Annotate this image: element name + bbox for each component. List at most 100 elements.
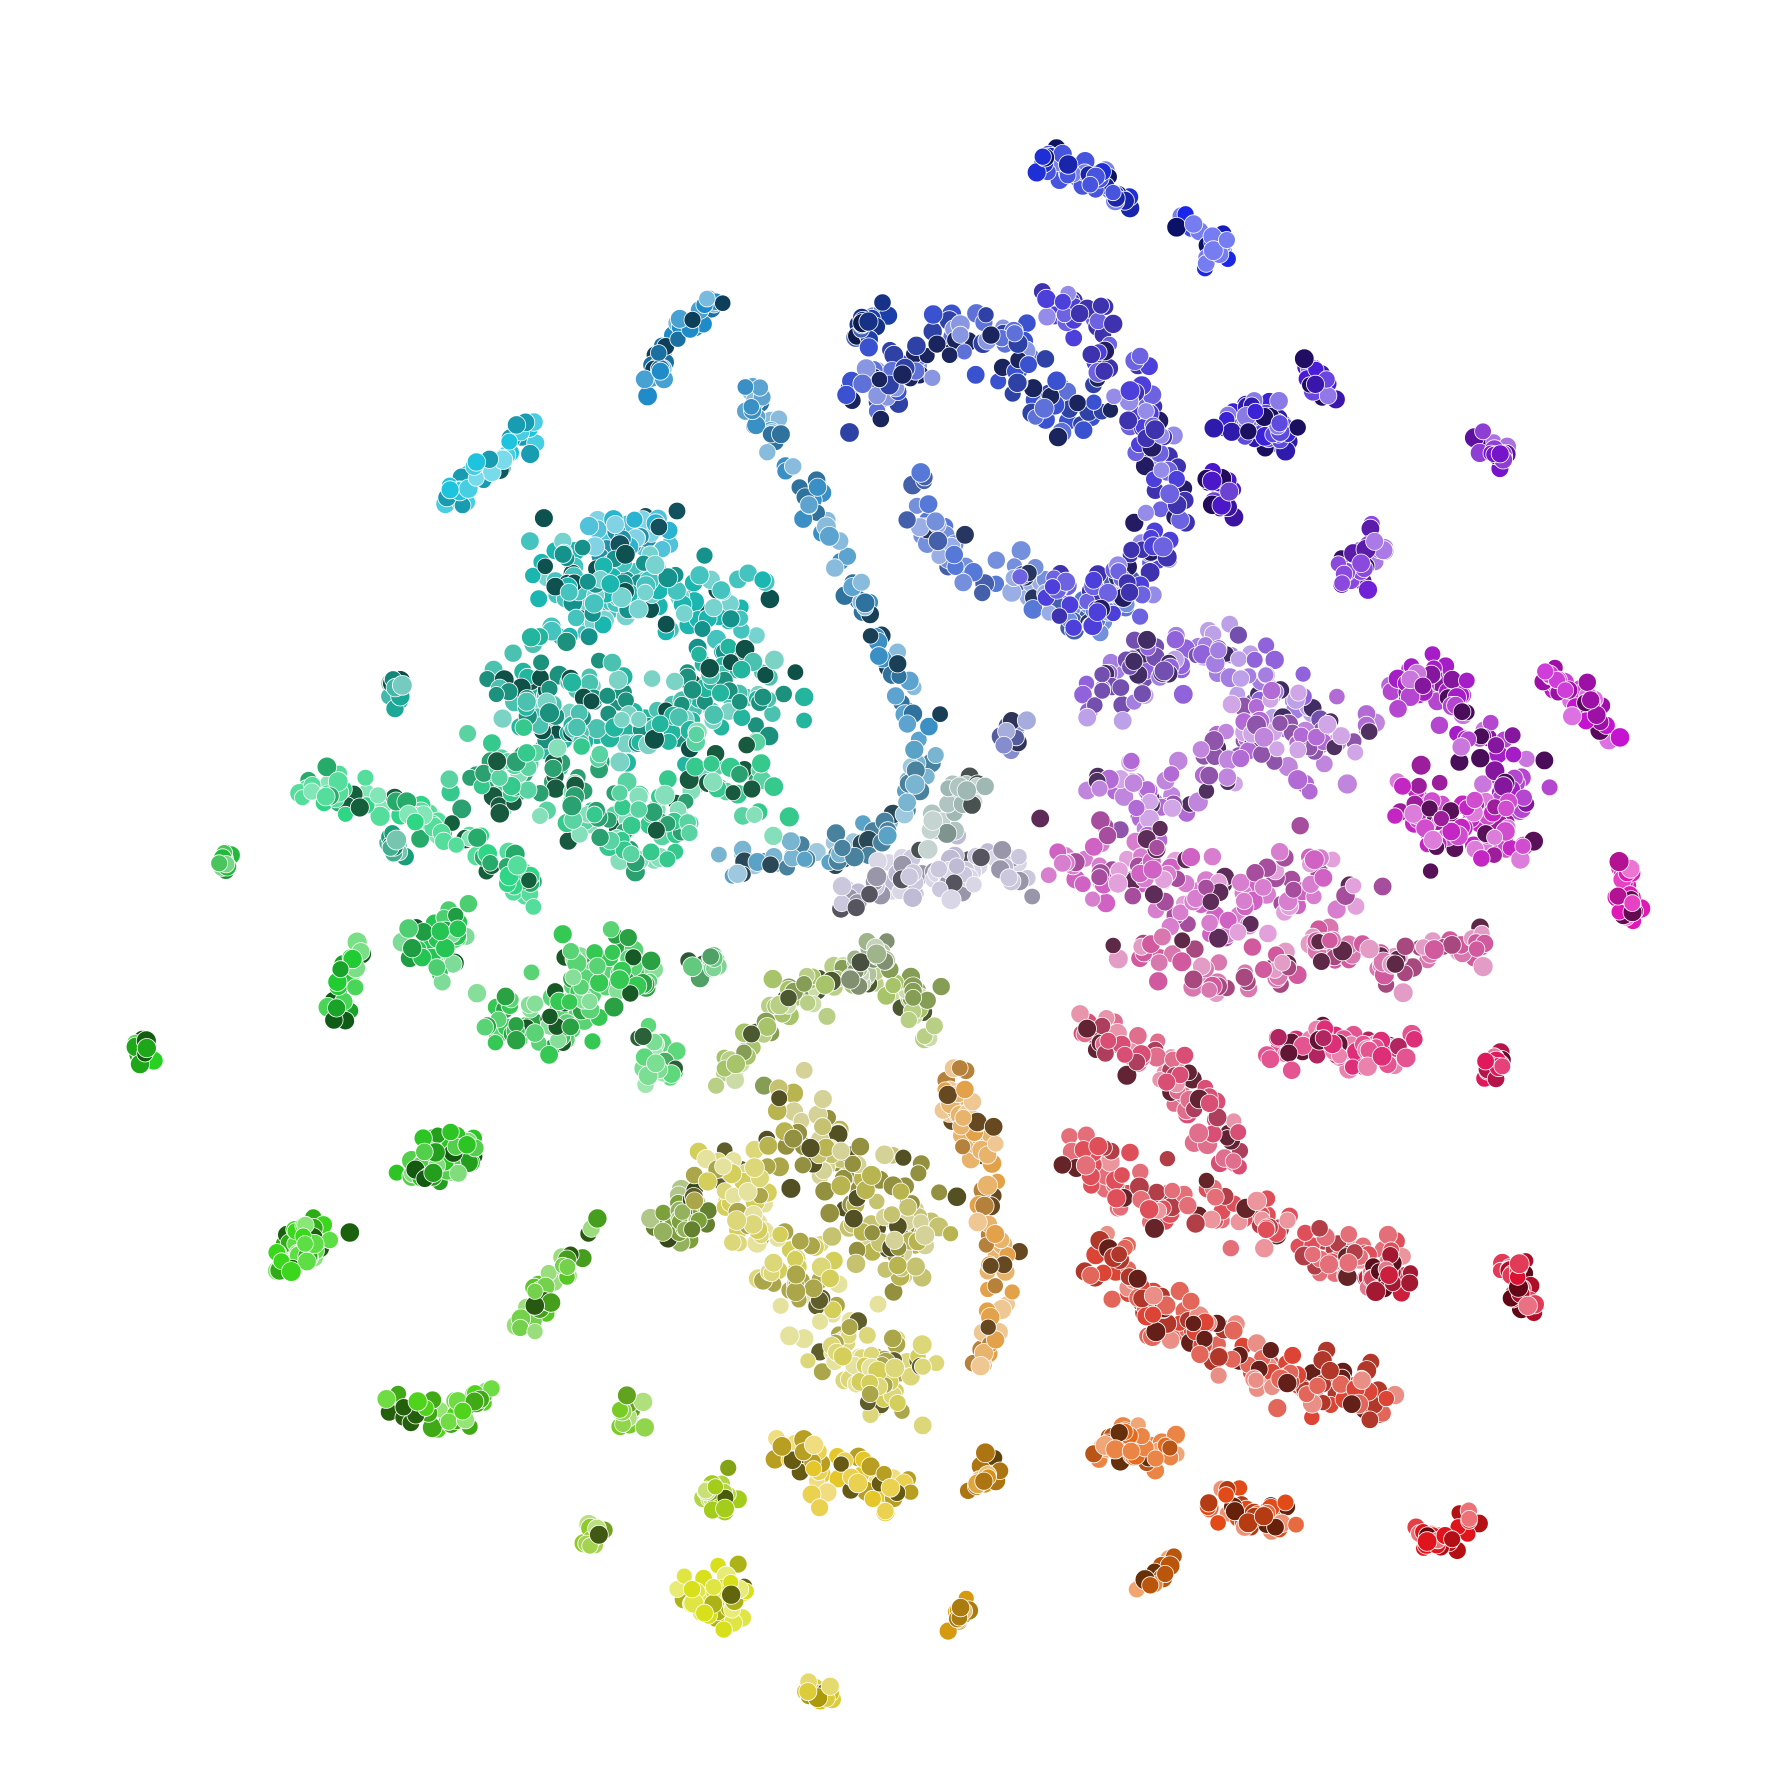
scatter-point-mass-lavender-left xyxy=(1153,660,1175,682)
scatter-point-mass-lavender-left xyxy=(1133,684,1152,704)
scatter-point-mass-olive-yellow xyxy=(913,1415,933,1436)
scatter-point-arc-khaki-top xyxy=(799,994,817,1012)
scatter-point-arc-paleblue-bottom xyxy=(833,838,852,857)
scatter-point-mass-magenta-right xyxy=(1465,791,1484,810)
scatter-point-mass-green-center xyxy=(603,996,625,1018)
scatter-point-mass-tomato-lower xyxy=(1144,1305,1162,1324)
scatter-point-mass-teal-middle xyxy=(503,643,523,663)
scatter-point-cluster-indigo-blob xyxy=(1269,391,1289,411)
scatter-point-mass-green-center xyxy=(541,1007,559,1026)
scatter-point-mass-coral-middle xyxy=(1106,1188,1127,1209)
scatter-point-cluster-cyan-upper xyxy=(579,516,600,537)
scatter-point-mass-teal-middle xyxy=(562,672,582,693)
scatter-point-mass-teal-middle xyxy=(786,663,805,681)
scatter-point-cluster-redorange xyxy=(1199,1493,1219,1513)
scatter-point-arc-green-leftstreak xyxy=(467,827,488,848)
scatter-point-mass-orchid-center xyxy=(1231,749,1251,768)
scatter-point-mass-pinkmagenta-lower xyxy=(1074,875,1092,893)
scatter-point-cluster-blue-hook xyxy=(1166,216,1187,238)
scatter-point-mass-green-center xyxy=(583,1032,602,1051)
scatter-point-arc-steelblue-long xyxy=(799,495,819,515)
scatter-point-cluster-yellow-bottom xyxy=(721,1584,742,1605)
scatter-point-mass-orchid-center xyxy=(1253,727,1275,748)
scatter-point-mass-seagreen-lower xyxy=(572,737,591,756)
scatter-point-cluster-orange-small xyxy=(1156,1565,1175,1584)
scatter-point-mass-yellowgrey-center xyxy=(821,1226,843,1247)
scatter-point-arc-steelblue-long xyxy=(897,714,917,734)
scatter-point-mass-pinkmagenta-lower xyxy=(1270,842,1290,862)
scatter-point-mass-pinkmagenta-lower xyxy=(1304,849,1325,870)
scatter-point-mass-coral-middle xyxy=(1197,1172,1216,1190)
scatter-point-mass-yellowgrey-center xyxy=(888,1255,908,1276)
scatter-point-mass-yellowgrey-center xyxy=(891,1182,910,1201)
scatter-point-arc-rose-bottom xyxy=(1392,982,1414,1003)
scatter-point-mass-teal-upper xyxy=(553,544,573,564)
scatter-point-mass-indigo-right xyxy=(1120,582,1140,602)
scatter-point-mass-seagreen-lower xyxy=(482,733,502,753)
scatter-point-mass-tomato-lower xyxy=(1143,1285,1164,1306)
scatter-point-mass-yellowgrey-center xyxy=(914,1225,936,1246)
scatter-point-mass-orchid-center xyxy=(1289,683,1308,702)
scatter-point-mass-olive-yellow xyxy=(884,1357,906,1379)
scatter-point-arc-green-leftstreak xyxy=(349,797,370,818)
scatter-point-arc-rose-bottom xyxy=(1183,969,1204,990)
scatter-point-arc-khaki-top xyxy=(884,977,902,995)
scatter-point-mass-lavender-left xyxy=(1209,641,1228,660)
scatter-point-mass-teal-middle xyxy=(756,666,775,685)
scatter-point-cluster-indigo-blob xyxy=(1270,414,1289,433)
scatter-point-mass-magenta-right xyxy=(1386,807,1404,825)
scatter-point-mass-indigo-right xyxy=(1087,602,1108,622)
scatter-point-mass-lavender-left xyxy=(1173,684,1194,705)
scatter-point-arc-khaki-top xyxy=(931,977,951,997)
scatter-point-mass-teal-middle xyxy=(630,710,648,728)
scatter-point-arc-salmon-top xyxy=(1099,1032,1117,1050)
scatter-point-mass-pinkmagenta-lower xyxy=(1253,878,1273,897)
scatter-point-mass-lavender-left xyxy=(1112,711,1133,731)
scatter-point-mass-orchid-center xyxy=(1328,687,1346,706)
scatter-point-arc-steelblue-long xyxy=(931,705,949,723)
scatter-point-mass-teal-middle xyxy=(764,649,785,671)
scatter-point-mass-green-center xyxy=(466,983,487,1004)
scatter-point-mass-seagreen-lower xyxy=(451,798,472,820)
scatter-point-triangle-grey-center xyxy=(866,866,888,887)
scatter-point-arc-green-leftstreak xyxy=(524,898,543,916)
scatter-point-arc-sky-top xyxy=(698,290,716,308)
scatter-point-cluster-periwinkle-small xyxy=(1016,710,1037,731)
scatter-point-mass-tomato-lower xyxy=(1267,1398,1288,1418)
scatter-point-mass-teal-middle xyxy=(608,669,629,690)
scatter-point-mass-indigo-right xyxy=(1131,346,1150,366)
scatter-point-arc-salmon-top xyxy=(1200,1093,1220,1113)
scatter-point-cluster-yellow-bottom xyxy=(695,1603,714,1623)
scatter-point-mass-teal-middle xyxy=(795,711,813,730)
scatter-point-cluster-gold-bottom xyxy=(798,1682,818,1701)
scatter-point-mass-coral-middle xyxy=(1120,1142,1140,1163)
scatter-point-mass-lavender-left xyxy=(1231,669,1251,688)
scatter-point-mass-olive-yellow xyxy=(785,1281,807,1302)
scatter-point-mass-teal-upper xyxy=(573,538,592,557)
scatter-point-mass-olive-yellow xyxy=(714,1157,733,1176)
scatter-point-mass-royalblue-top xyxy=(836,384,857,405)
scatter-point-triangle-grey-apex xyxy=(922,810,944,831)
scatter-point-mass-royalblue-top xyxy=(858,337,879,358)
scatter-point-triangle-grey-apex xyxy=(917,839,939,860)
scatter-point-mass-magenta-purple-right xyxy=(1458,671,1476,690)
scatter-point-mass-coral-middle xyxy=(1158,1150,1176,1168)
scatter-point-mass-teal-upper xyxy=(759,588,781,610)
scatter-point-triangle-grey-center xyxy=(1010,848,1028,866)
scatter-point-mass-seagreen-lower xyxy=(654,784,676,806)
scatter-point-mass-indigo-right xyxy=(1122,541,1141,559)
scatter-point-mass-orchid-center xyxy=(1162,765,1181,783)
scatter-point-mass-seagreen-lower xyxy=(439,769,459,789)
scatter-point-mass-teal-upper xyxy=(628,599,649,620)
scatter-point-mass-magenta-right xyxy=(1423,830,1443,850)
scatter-point-mass-coral-middle xyxy=(1185,1213,1206,1234)
scatter-point-cluster-goldenrod-lower xyxy=(876,1502,895,1521)
scatter-point-cluster-indigo-blob xyxy=(1288,418,1307,437)
scatter-point-arc-steelblue-long xyxy=(838,546,857,566)
scatter-point-mass-olive-yellow xyxy=(811,1312,829,1331)
scatter-point-mass-teal-upper xyxy=(534,508,554,528)
scatter-point-cluster-purple-upper xyxy=(1365,532,1384,551)
scatter-point-mass-teal-middle xyxy=(719,637,738,656)
scatter-point-mass-royalblue-top xyxy=(966,365,986,385)
scatter-point-mass-teal-middle xyxy=(602,652,623,673)
